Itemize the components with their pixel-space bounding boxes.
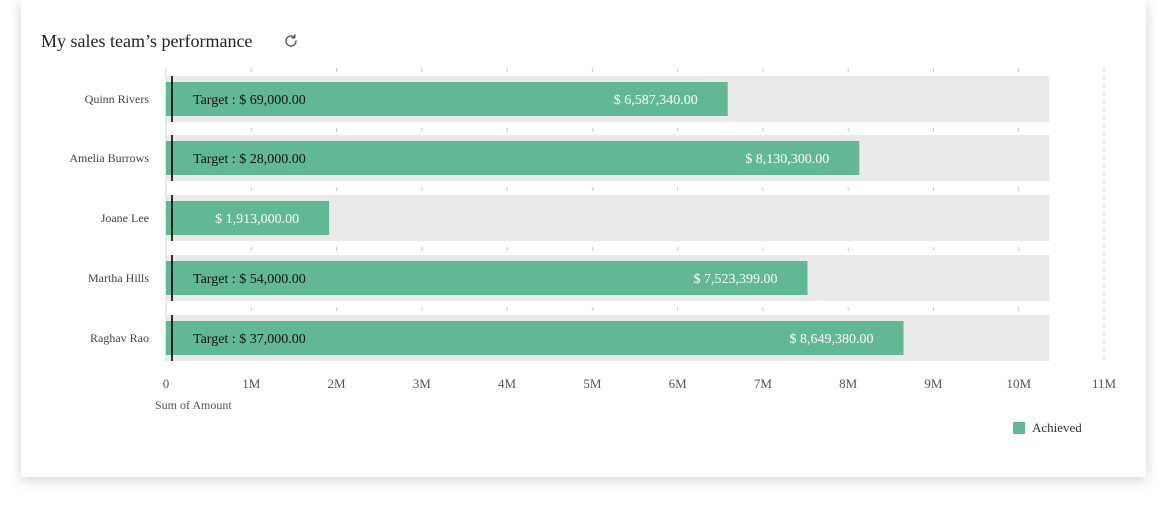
refresh-icon[interactable] <box>282 32 300 50</box>
x-tick-label: 1M <box>242 376 261 391</box>
x-tick-label: 2M <box>328 376 347 391</box>
x-tick-label: 8M <box>839 376 858 391</box>
category-label: Joane Lee <box>101 211 149 225</box>
category-label: Quinn Rivers <box>85 92 150 106</box>
x-tick-label: 6M <box>669 376 688 391</box>
legend-swatch <box>1013 422 1025 434</box>
bar-achieved <box>166 261 808 295</box>
bar-achieved <box>166 321 904 355</box>
chart-header: My sales team’s performance <box>41 28 300 54</box>
bar-achieved <box>166 141 860 175</box>
x-tick-label: 5M <box>583 376 602 391</box>
target-label: Target : $ 69,000.00 <box>193 93 306 108</box>
x-tick-label: 3M <box>413 376 432 391</box>
chart-title: My sales team’s performance <box>41 30 253 51</box>
value-label: $ 1,913,000.00 <box>215 212 299 227</box>
category-label: Amelia Burrows <box>69 151 149 165</box>
x-tick-label: 9M <box>924 376 943 391</box>
value-label: $ 7,523,399.00 <box>694 272 778 287</box>
x-tick-label: 4M <box>498 376 517 391</box>
x-tick-label: 11M <box>1092 376 1117 391</box>
value-label: $ 6,587,340.00 <box>614 93 698 108</box>
target-label: Target : $ 28,000.00 <box>193 152 306 167</box>
x-tick-label: 7M <box>754 376 773 391</box>
bar-achieved <box>166 201 330 235</box>
category-label: Martha Hills <box>88 271 149 285</box>
value-label: $ 8,649,380.00 <box>790 332 874 347</box>
target-label: Target : $ 37,000.00 <box>193 332 306 347</box>
bar-achieved <box>166 82 728 116</box>
category-label: Raghav Rao <box>90 331 149 345</box>
x-axis-title: Sum of Amount <box>155 398 232 412</box>
target-label: Target : $ 54,000.00 <box>193 272 306 287</box>
x-tick-label: 10M <box>1006 376 1031 391</box>
legend-label: Achieved <box>1032 420 1082 435</box>
legend-item-achieved[interactable]: Achieved <box>1013 420 1082 436</box>
x-tick-label: 0 <box>163 376 170 391</box>
value-label: $ 8,130,300.00 <box>745 152 829 167</box>
